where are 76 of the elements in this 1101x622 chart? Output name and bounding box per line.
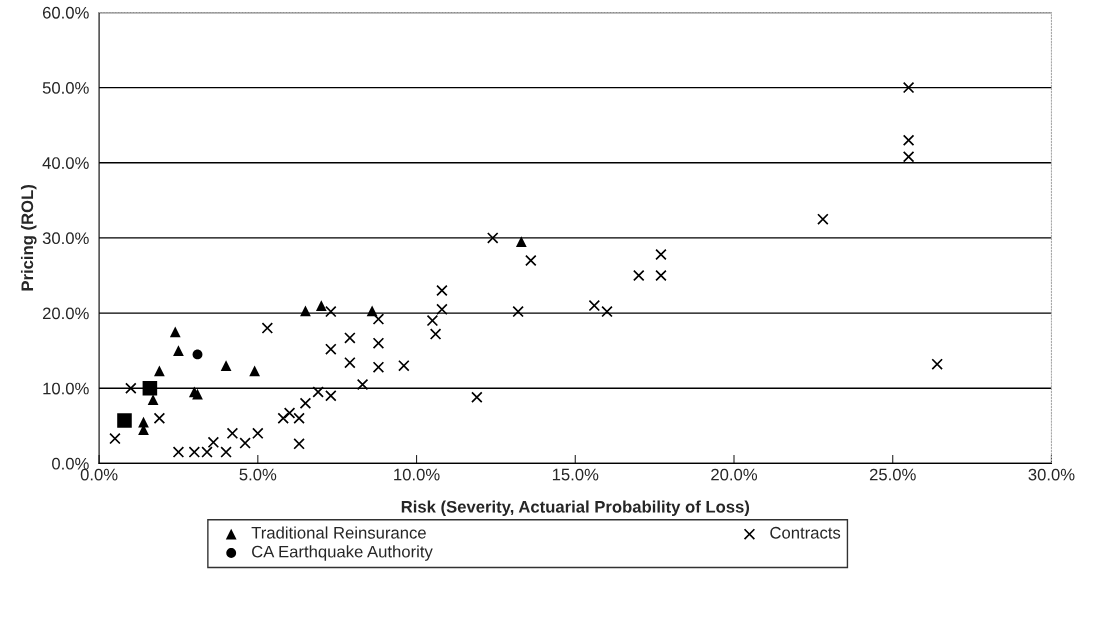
point (300, 305, 311, 317)
point (299, 397, 312, 410)
point (471, 391, 483, 403)
point (249, 365, 261, 377)
point (154, 365, 165, 377)
point (372, 313, 385, 325)
point (931, 358, 943, 370)
point (169, 326, 181, 338)
point (220, 360, 232, 372)
point (172, 446, 185, 458)
point (344, 332, 356, 344)
point (153, 412, 166, 425)
point (293, 438, 305, 450)
point (325, 390, 337, 402)
x-tick-label: 30.0% (1028, 468, 1075, 481)
point (109, 432, 121, 445)
point (902, 150, 915, 163)
y-tick-label: 30.0% (42, 232, 89, 245)
y-tick-label: 20.0% (42, 307, 89, 320)
x-tick-label: 5.0% (239, 468, 277, 481)
x-tick-label: 20.0% (711, 468, 758, 481)
point (902, 81, 915, 94)
x-axis-title: Risk (Severity, Actuarial Probability of Loss) (401, 500, 750, 516)
point (147, 394, 159, 405)
y-tick-label: 10.0% (43, 382, 89, 395)
point (192, 388, 203, 400)
legend-label: Contracts (770, 526, 841, 539)
point (117, 413, 132, 428)
legend-label: Traditional Reinsurance (251, 526, 426, 539)
legend-label: CA Earthquake Authority (252, 545, 433, 561)
point (486, 232, 499, 244)
point (588, 299, 601, 312)
point (125, 382, 137, 394)
point (655, 269, 667, 282)
point (312, 386, 324, 398)
point (252, 427, 264, 440)
point (315, 300, 327, 311)
y-tick-label: 40.0% (42, 157, 89, 169)
x-tick-label: 15.0% (552, 468, 599, 481)
point (398, 359, 410, 372)
point (902, 134, 915, 146)
y-tick-label: 50.0% (42, 82, 89, 94)
point (372, 337, 385, 349)
point (220, 446, 232, 458)
y-axis-title: Pricing (ROL) (20, 185, 37, 291)
y-tick-label: 0.0% (52, 457, 89, 470)
point (226, 427, 239, 440)
point (601, 305, 613, 318)
point (277, 412, 289, 425)
point (429, 328, 442, 340)
point (261, 322, 274, 334)
point (436, 284, 448, 297)
point (512, 305, 524, 318)
point (344, 356, 356, 369)
point (372, 361, 385, 373)
point (426, 314, 439, 327)
point (356, 378, 369, 391)
point (525, 254, 537, 267)
point (192, 349, 203, 360)
point (325, 343, 337, 355)
point (436, 303, 448, 316)
point (817, 213, 829, 225)
point (633, 269, 645, 282)
point (173, 345, 184, 357)
point (239, 437, 251, 449)
point (293, 412, 305, 425)
y-tick-label: 60.0% (42, 6, 89, 19)
x-tick-label: 10.0% (394, 468, 440, 481)
point (207, 436, 220, 449)
point (515, 236, 527, 248)
point (142, 380, 158, 396)
point (283, 407, 296, 419)
x-tick-label: 0.0% (80, 468, 118, 481)
x-tick-label: 25.0% (869, 468, 916, 481)
point (325, 305, 337, 318)
point (655, 248, 667, 261)
